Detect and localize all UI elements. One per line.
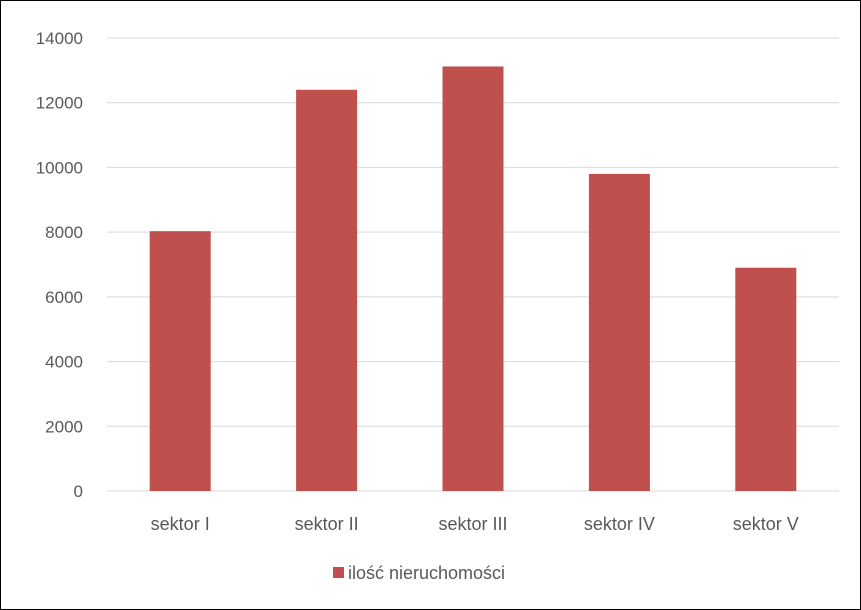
y-tick-label: 10000 — [36, 158, 83, 177]
x-category-label: sektor V — [733, 514, 799, 534]
bar — [735, 267, 797, 491]
y-tick-label: 14000 — [36, 29, 83, 48]
x-category-label: sektor II — [295, 514, 359, 534]
x-category-label: sektor I — [151, 514, 210, 534]
legend-swatch — [333, 567, 344, 578]
legend: ilość nieruchomości — [333, 563, 505, 583]
y-tick-label: 0 — [74, 482, 83, 501]
x-category-label: sektor III — [438, 514, 507, 534]
y-tick-label: 12000 — [36, 94, 83, 113]
legend-label: ilość nieruchomości — [348, 563, 505, 583]
bar — [588, 173, 650, 491]
bar — [296, 89, 358, 492]
bars — [149, 66, 797, 492]
y-tick-label: 2000 — [45, 417, 83, 436]
y-tick-label: 8000 — [45, 223, 83, 242]
x-axis-categories: sektor I sektor II sektor III sektor IV sekt… — [151, 514, 799, 534]
bar — [442, 66, 504, 491]
bar — [149, 231, 211, 491]
x-category-label: sektor IV — [584, 514, 655, 534]
y-tick-label: 4000 — [45, 353, 83, 372]
y-tick-label: 6000 — [45, 288, 83, 307]
y-axis-ticks: 0 2000 4000 6000 8000 10000 12000 14000 — [36, 29, 83, 501]
